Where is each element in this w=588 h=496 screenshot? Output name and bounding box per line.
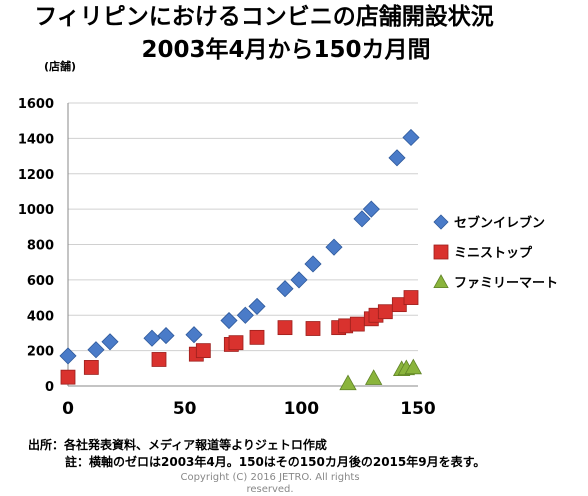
data-points (59, 128, 423, 391)
legend-label: ミニストップ (454, 246, 533, 261)
data-point (143, 329, 161, 347)
legend-label: セブンイレブン (454, 215, 545, 231)
data-point (364, 369, 383, 385)
y-tick-labels: 0 200 400 600 800 1000 1200 1400 1600 (18, 97, 54, 395)
chart-title-line2: 2003年4月から150カ月間 (141, 37, 431, 63)
data-point (87, 341, 105, 359)
data-point (236, 306, 254, 324)
y-tick-label: 1400 (18, 132, 54, 147)
data-point (404, 358, 423, 375)
data-point (59, 347, 77, 365)
data-point (228, 335, 244, 351)
data-point (185, 326, 203, 344)
legend-marker (433, 244, 449, 260)
y-tick-label: 1600 (18, 97, 54, 112)
y-tick-label: 600 (27, 274, 54, 289)
legend-label: ファミリーマート (454, 276, 558, 291)
x-tick-label: 150 (400, 399, 436, 419)
y-tick-label: 400 (27, 309, 54, 324)
axes (67, 103, 418, 387)
copyright-line1: Copyright (C) 2016 JETRO. All rights (180, 472, 360, 483)
data-point (83, 360, 99, 375)
series-square (60, 290, 419, 385)
copyright-line2: reserved. (246, 484, 294, 495)
data-point (353, 210, 371, 228)
data-point (60, 369, 76, 385)
legend-marker (433, 214, 449, 230)
legend-marker (433, 274, 449, 289)
y-tick-label: 1200 (18, 168, 54, 183)
data-point (362, 200, 380, 218)
data-point (248, 297, 266, 315)
data-point (325, 238, 343, 256)
data-point (249, 329, 265, 345)
x-tick-label: 0 (62, 399, 74, 419)
footnote: 註：横軸のゼロは2003年4月。150はその150カ月後の2015年9月を表す。 (65, 455, 486, 469)
data-point (349, 316, 365, 332)
data-point (305, 321, 321, 336)
series-diamond (59, 128, 420, 365)
data-point (195, 343, 211, 359)
data-point (220, 311, 238, 330)
data-point (276, 280, 294, 298)
data-point (157, 327, 175, 345)
data-point (101, 333, 119, 351)
x-tick-labels: 0 50 100 150 (62, 399, 436, 419)
data-point (290, 271, 308, 289)
data-point (388, 149, 406, 167)
data-point (403, 290, 419, 305)
y-tick-label: 800 (27, 239, 54, 254)
y-tick-label: 1000 (18, 203, 54, 218)
data-point (277, 320, 293, 336)
source-note: 出所：各社発表資料、メディア報道等よりジェトロ作成 (28, 438, 327, 452)
data-point (304, 255, 322, 273)
x-tick-label: 100 (284, 399, 320, 419)
data-point (339, 374, 357, 391)
data-point (151, 352, 167, 367)
y-axis-label: (店舗) (44, 59, 76, 73)
series-triangle (339, 358, 423, 391)
data-point (402, 128, 420, 147)
x-tick-label: 50 (173, 399, 197, 419)
y-tick-label: 0 (45, 380, 54, 395)
gridlines (68, 102, 418, 352)
data-point (377, 304, 393, 320)
chart-title-line1: フィリピンにおけるコンビニの店舗開設状況 (34, 4, 494, 30)
y-tick-label: 200 (27, 345, 54, 360)
